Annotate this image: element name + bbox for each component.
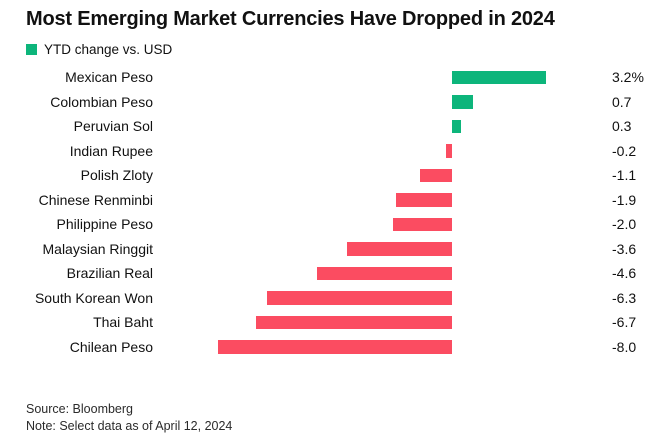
bar (217, 340, 452, 354)
note-line: Note: Select data as of April 12, 2024 (26, 419, 233, 433)
category-label: Philippine Peso (56, 216, 153, 233)
category-label: Colombian Peso (50, 93, 153, 110)
bar (317, 266, 452, 280)
source-line: Source: Bloomberg (26, 402, 134, 416)
value-label: -8.0 (612, 338, 637, 355)
value-label: 3.2% (612, 69, 644, 86)
category-label: Polish Zloty (80, 167, 153, 184)
category-label: Chilean Peso (69, 338, 153, 355)
category-label: Brazilian Real (66, 265, 153, 282)
chart-row: Peruvian Sol 0.3 (0, 114, 672, 139)
value-label: -1.1 (612, 167, 637, 184)
chart-row: South Korean Won -6.3 (0, 286, 672, 311)
legend: YTD change vs. USD (26, 40, 172, 58)
bar (446, 144, 452, 158)
chart-row: Polish Zloty -1.1 (0, 163, 672, 188)
category-label: Thai Baht (93, 314, 153, 331)
chart-row: Malaysian Ringgit -3.6 (0, 237, 672, 262)
category-label: South Korean Won (34, 289, 153, 306)
bar-chart: Mexican Peso 3.2% Colombian Peso 0.7 Peruvia… (0, 65, 672, 359)
category-label: Mexican Peso (65, 69, 153, 86)
value-label: -3.6 (612, 240, 637, 257)
bar (267, 291, 452, 305)
legend-swatch (26, 43, 37, 55)
chart-row: Colombian Peso 0.7 (0, 90, 672, 115)
chart-row: Brazilian Real -4.6 (0, 261, 672, 286)
category-label: Peruvian Sol (73, 118, 153, 135)
legend-label: YTD change vs. USD (44, 41, 173, 57)
bar (255, 315, 452, 329)
value-label: -1.9 (612, 191, 637, 208)
bar (393, 217, 452, 231)
value-label: -6.3 (612, 289, 637, 306)
value-label: -0.2 (612, 142, 637, 159)
chart-row: Chilean Peso -8.0 (0, 335, 672, 360)
value-label: -6.7 (612, 314, 637, 331)
category-label: Indian Rupee (69, 142, 153, 159)
chart-row: Indian Rupee -0.2 (0, 139, 672, 164)
category-label: Malaysian Ringgit (42, 240, 154, 257)
chart-rows: Mexican Peso 3.2% Colombian Peso 0.7 Peruvia… (0, 65, 672, 359)
chart-row: Chinese Renminbi -1.9 (0, 188, 672, 213)
chart-row: Mexican Peso 3.2% (0, 65, 672, 90)
bar (452, 70, 546, 84)
value-label: -2.0 (612, 216, 637, 233)
category-label: Chinese Renminbi (38, 191, 153, 208)
chart-row: Thai Baht -6.7 (0, 310, 672, 335)
value-label: 0.7 (612, 93, 632, 110)
bar (419, 168, 452, 182)
chart-footer: Source: Bloomberg Note: Select data as o… (26, 401, 232, 435)
value-label: 0.3 (612, 118, 632, 135)
bar (452, 119, 461, 133)
bar (346, 242, 452, 256)
value-label: -4.6 (612, 265, 637, 282)
chart-row: Philippine Peso -2.0 (0, 212, 672, 237)
bar (396, 193, 452, 207)
chart-title: Most Emerging Market Currencies Have Dro… (26, 8, 555, 30)
bar (452, 95, 473, 109)
